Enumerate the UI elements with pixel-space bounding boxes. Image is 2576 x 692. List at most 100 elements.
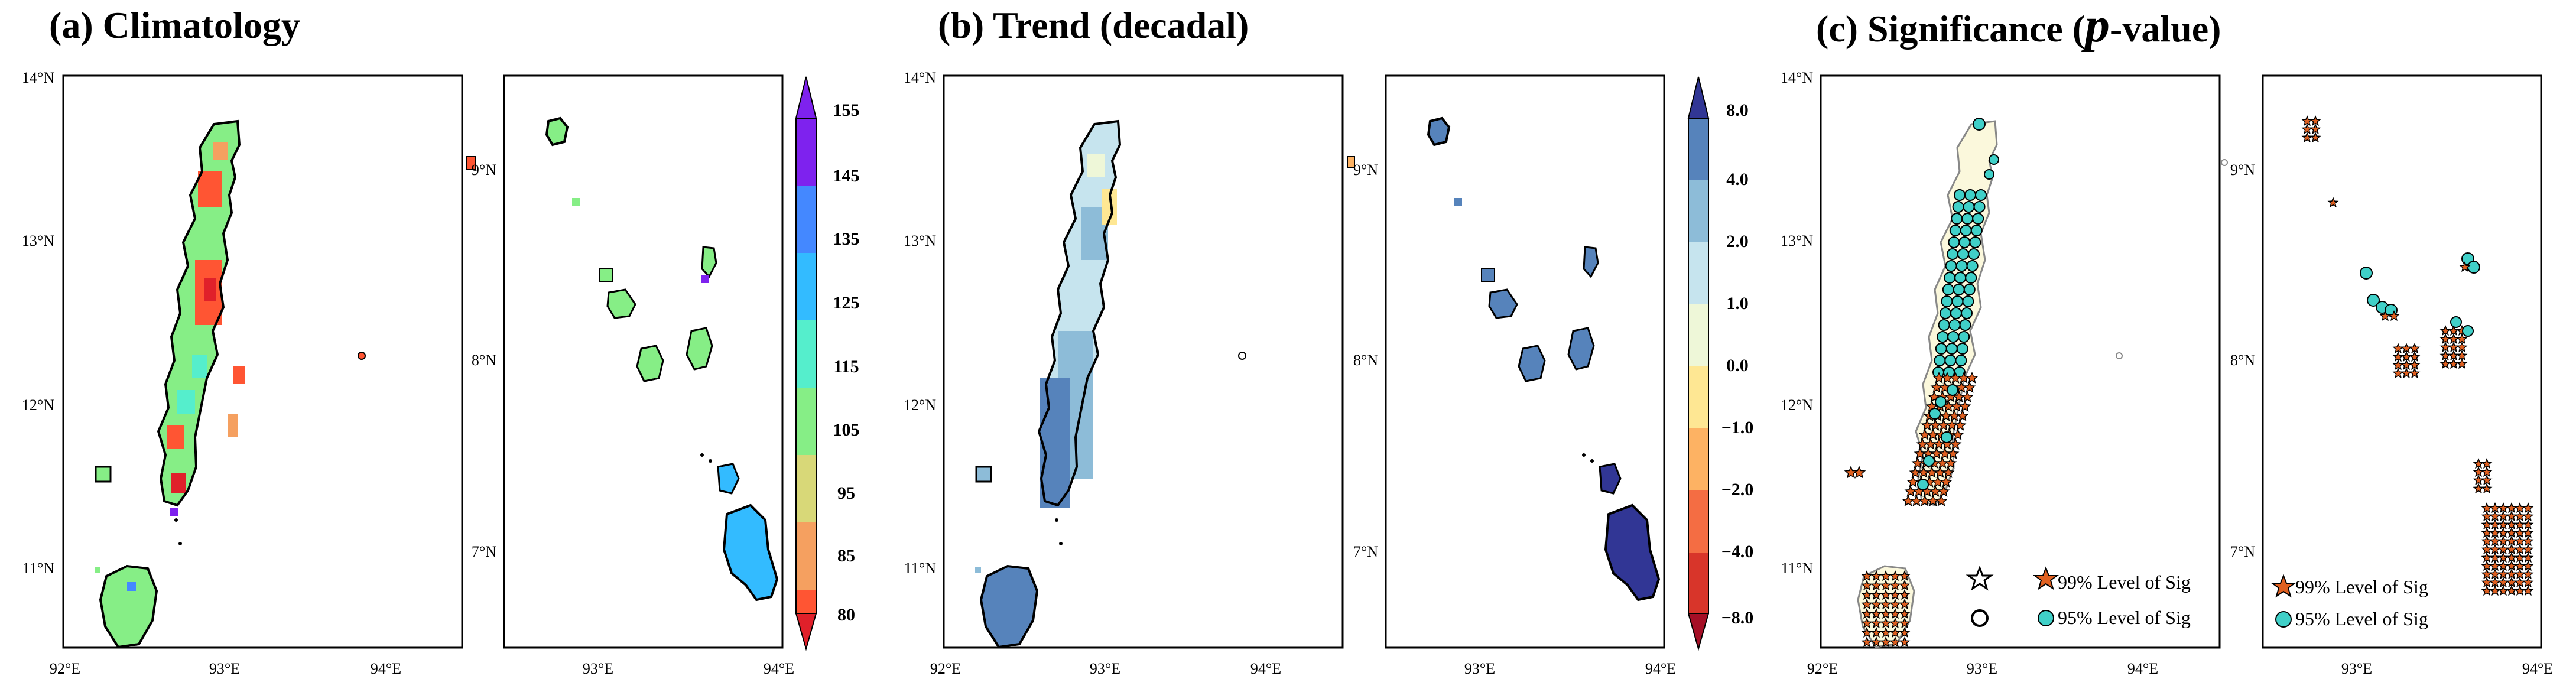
sig99-star-marker (1861, 636, 1873, 648)
sig95-circle-marker (1968, 248, 1980, 260)
significance-nicobar-markers (2301, 115, 2534, 596)
sig99-star-marker (2522, 585, 2534, 596)
sig99-star-marker (1870, 589, 1882, 600)
sig95-circle-marker (1958, 331, 1970, 343)
sig95-circle-marker (1959, 319, 1971, 331)
panel-climatology: 14°N 13°N 12°N 11°N 92°E 93°E 94°E (22, 69, 860, 677)
axis-lon-inset-c: 93°E 94°E (2341, 660, 2553, 677)
map-frame-andaman-a (62, 74, 463, 649)
sig95-circle-marker (1961, 307, 1973, 319)
lat-tick-13n: 13°N (1781, 232, 1813, 249)
sig95-circle-marker (1973, 118, 1986, 131)
cbar-a-label-80: 80 (837, 605, 855, 625)
trend-andaman-field (975, 120, 1355, 648)
climatology-andaman-field (95, 120, 476, 648)
sig95-circle-marker (1951, 213, 1963, 225)
sig99-star-marker (2522, 577, 2534, 588)
sig95-circle-marker (1935, 343, 1947, 355)
sig95-circle-marker (1955, 260, 1968, 272)
lon-tick-92e: 92°E (1807, 660, 1838, 677)
sig99-star-marker (2456, 350, 2468, 361)
sig95-circle-marker (1984, 169, 1994, 180)
cbar-a-label-115: 115 (833, 357, 859, 376)
sig95-circle-marker (1973, 201, 1986, 213)
lat-tick-9n: 9°N (2230, 161, 2255, 178)
sig95-circle-marker (1954, 272, 1967, 284)
sig99-star-marker (1870, 627, 1882, 638)
sig99-star-marker (1861, 599, 1873, 610)
lon-tick-93e-inset: 93°E (2341, 660, 2372, 677)
sig99-star-marker (2309, 124, 2321, 135)
sig99-star-marker (1899, 618, 1911, 629)
sig95-circle-marker (1948, 319, 1961, 331)
cbar-a-label-125: 125 (833, 293, 860, 313)
axis-lon-inset-a: 93°E 94°E (583, 660, 794, 677)
sig95-circle-marker (1972, 213, 1984, 225)
lon-tick-93e: 93°E (1090, 660, 1120, 677)
sig95-circle-marker (2367, 294, 2380, 307)
sig99-star-marker (2522, 560, 2534, 571)
sig95-circle-marker (1951, 295, 1964, 307)
sig95-circle-marker (1989, 154, 1999, 165)
cbar-a-label-105: 105 (833, 420, 860, 440)
sig95-circle-marker (1947, 248, 1958, 260)
significance-andaman-land (1857, 120, 2228, 648)
sig95-circle-marker (1947, 384, 1958, 396)
sig99-star-marker (1889, 570, 1901, 581)
sig99-star-marker (1870, 608, 1882, 619)
lat-tick-8n: 8°N (1353, 352, 1378, 369)
sig99-star-marker (1844, 466, 1858, 479)
sig99-star-marker (2327, 197, 2339, 208)
sig95-circle-marker (1934, 355, 1946, 366)
sig99-star-marker (2522, 552, 2534, 563)
legend-significance-inset: 99% Level of Sig 95% Level of Sig (2270, 574, 2428, 629)
sig95-circle-marker (1952, 201, 1964, 213)
sig95-circle-marker (1961, 213, 1974, 225)
lat-tick-7n: 7°N (472, 543, 496, 560)
sig99-star-marker (2388, 310, 2400, 321)
cbar-b-label-2: 2.0 (1726, 232, 1749, 251)
axis-lon-main-a: 92°E 93°E 94°E (50, 660, 401, 677)
lat-tick-14n: 14°N (904, 69, 936, 86)
sig95-circle-marker (1945, 260, 1957, 272)
lon-tick-93e-inset: 93°E (1464, 660, 1495, 677)
sig99-star-marker (1889, 608, 1901, 619)
lat-tick-11n: 11°N (1781, 560, 1813, 577)
lon-tick-94e-inset: 94°E (1645, 660, 1676, 677)
sig95-circle-marker (1955, 355, 1967, 366)
lon-tick-93e: 93°E (1967, 660, 1997, 677)
sig99-star-marker (2309, 115, 2321, 126)
cbar-b-label-neg2: −2.0 (1721, 480, 1754, 499)
lat-tick-13n: 13°N (904, 232, 936, 249)
sig99-star-marker (1889, 636, 1901, 648)
cbar-b-label-neg8: −8.0 (1721, 608, 1754, 628)
sig99-star-marker (1870, 570, 1882, 581)
axis-lat-inset-c: 9°N 8°N 7°N (2230, 161, 2255, 560)
axis-lon-inset-b: 93°E 94°E (1464, 660, 1676, 677)
sig95-circle-marker (1935, 396, 1947, 408)
lat-tick-12n: 12°N (22, 397, 54, 414)
sig99-star-marker (1861, 608, 1873, 619)
lon-tick-94e-inset: 94°E (764, 660, 794, 677)
sig99-star-marker (1942, 466, 1955, 478)
axis-lat-inset-b: 9°N 8°N 7°N (1353, 161, 1378, 560)
sig99-star-marker (1889, 589, 1901, 600)
lon-tick-93e: 93°E (209, 660, 240, 677)
sig99-star-marker (2409, 351, 2421, 362)
sig99-star-marker (1954, 419, 1967, 431)
sig99-star-marker (2409, 343, 2421, 354)
lon-tick-92e: 92°E (50, 660, 80, 677)
axis-lat-inset-a: 9°N 8°N 7°N (472, 161, 496, 560)
sig99-star-marker (1899, 570, 1911, 581)
sig99-star-marker (1899, 580, 1911, 591)
sig99-star-marker (1880, 599, 1892, 610)
sig99-star-marker (1956, 410, 1969, 421)
sig99-star-marker (2522, 544, 2534, 555)
sig95-circle-marker (1941, 295, 1953, 307)
sig99-star-marker (1880, 589, 1892, 600)
cbar-a-label-135: 135 (833, 229, 860, 249)
sig95-circle-marker (1937, 331, 1949, 343)
cbar-b-label-0: 0.0 (1726, 356, 1749, 375)
sig95-circle-marker (1962, 295, 1974, 307)
legend-label-95-inset: 95% Level of Sig (2295, 608, 2428, 629)
